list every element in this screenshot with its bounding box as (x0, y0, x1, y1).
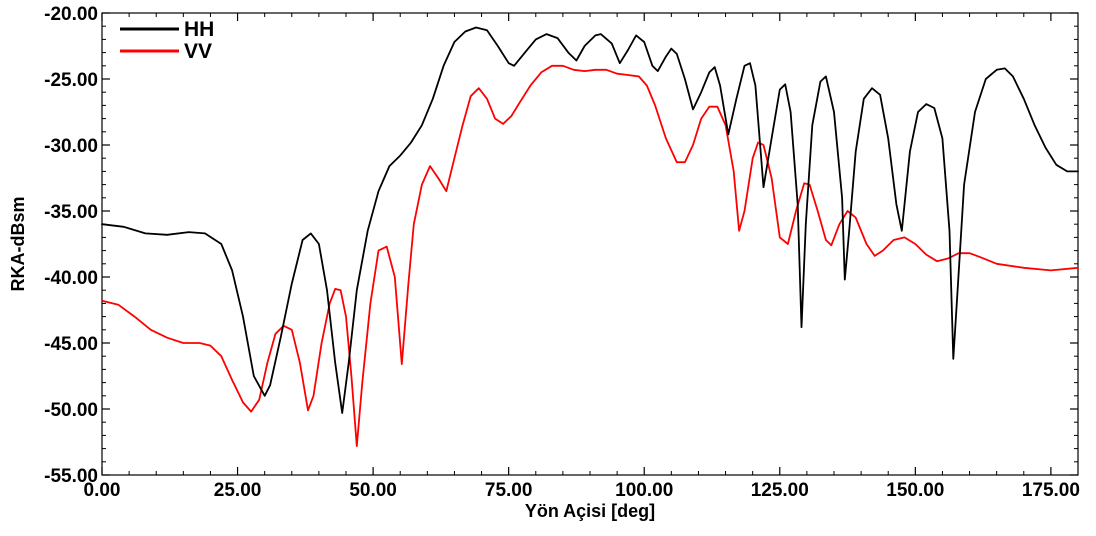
x-tick-label: 50.00 (349, 480, 397, 501)
y-axis-title: RKA-dBsm (8, 196, 28, 291)
x-tick-label: 150.00 (886, 480, 944, 501)
x-tick-label: 75.00 (485, 480, 533, 501)
x-axis-title: Yön Açisi [deg] (525, 501, 655, 521)
y-tick-label: -40.00 (44, 268, 98, 289)
plot-area-frame (101, 12, 1079, 476)
y-tick-label: -50.00 (44, 400, 98, 421)
x-tick-label: 25.00 (214, 480, 262, 501)
series-line-vv (101, 64, 1079, 447)
y-tick-label: -20.00 (44, 4, 98, 25)
y-tick-label: -45.00 (44, 334, 98, 355)
y-tick-label: -35.00 (44, 202, 98, 223)
x-tick-label: 100.00 (615, 480, 673, 501)
y-tick-label: -25.00 (44, 70, 98, 91)
y-tick-label: -55.00 (44, 466, 98, 487)
legend-label-hh: HH (184, 18, 214, 41)
legend-label-vv: VV (184, 40, 212, 63)
x-tick-label: 125.00 (751, 480, 809, 501)
y-tick-label: -30.00 (44, 136, 98, 157)
x-tick-label: 175.00 (1022, 480, 1080, 501)
series-line-hh (101, 26, 1079, 414)
x-tick-label: 0.00 (84, 480, 121, 501)
